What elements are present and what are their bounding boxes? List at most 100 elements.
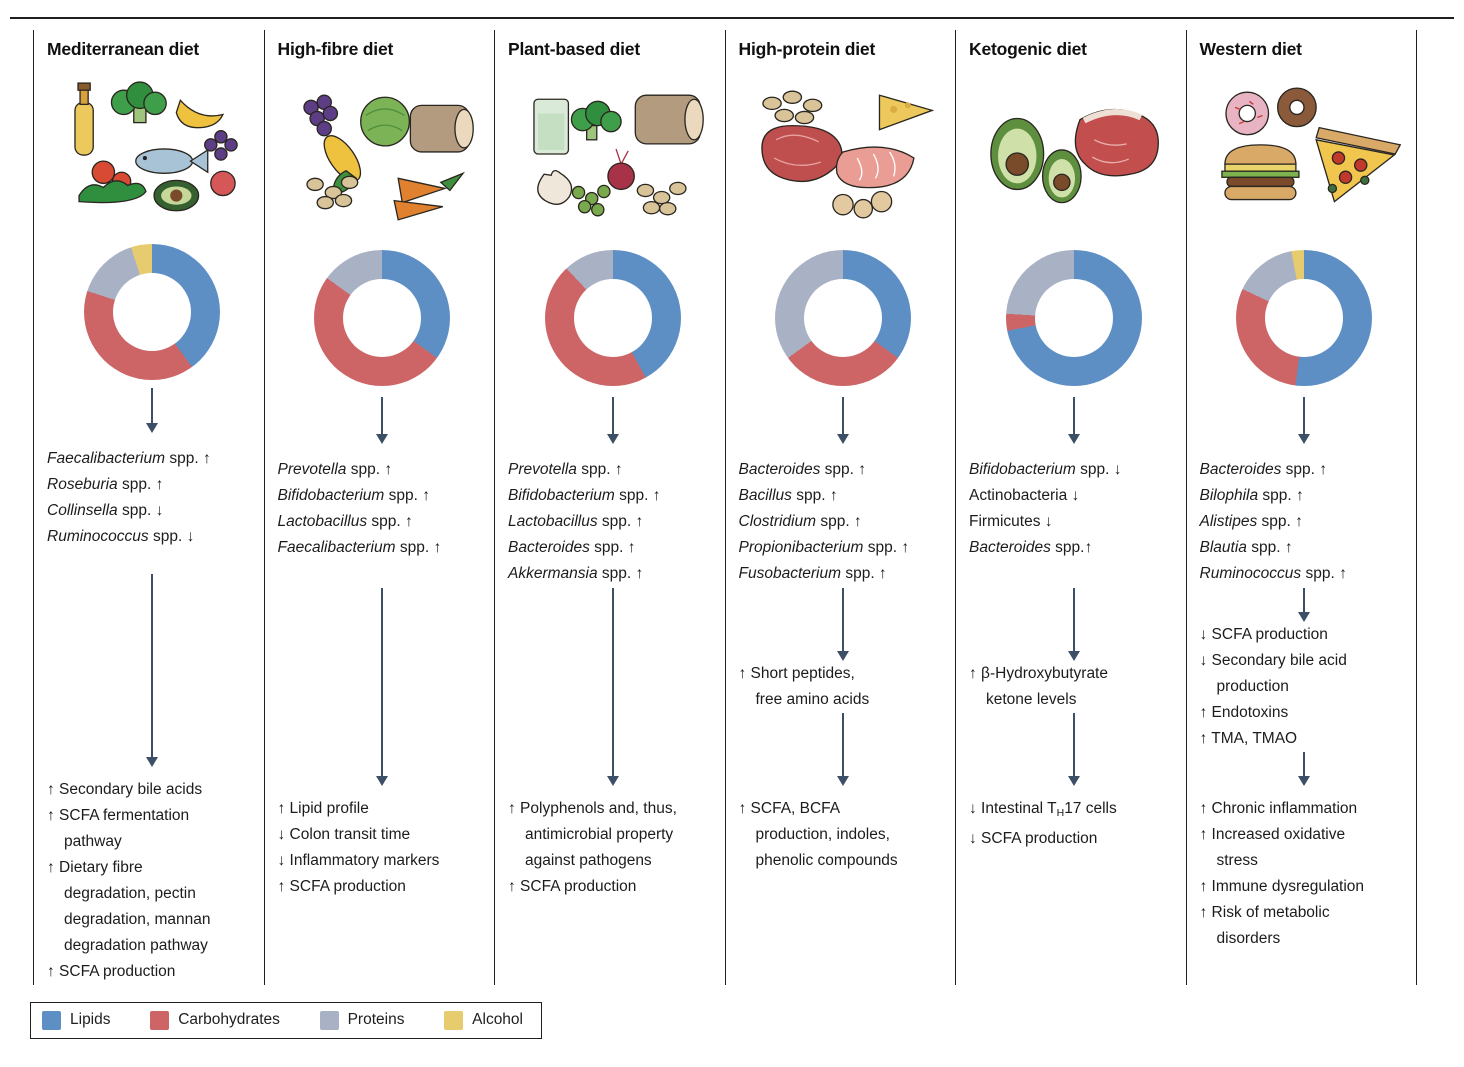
legend-item-alcohol: Alcohol [444, 1010, 523, 1030]
garlic-icon [536, 169, 572, 205]
seeds-icon [636, 181, 687, 216]
list-item: ↑ SCFA production [508, 877, 637, 895]
pizza-icon [1315, 126, 1402, 203]
list-item: ↑ Risk of metabolic disorders [1199, 903, 1330, 947]
food-art [533, 94, 704, 217]
donut-icon [1225, 91, 1270, 135]
food-illustration-plant-based [508, 74, 718, 236]
diet-columns: Mediterranean diet Faecalibacterium spp.… [33, 29, 1417, 985]
nuts-icon [306, 175, 359, 209]
effects-list: ↑ Chronic inflammation ↑ Increased oxidat… [1200, 786, 1410, 952]
arrow-down-icon [508, 587, 718, 786]
food-art [1221, 87, 1402, 203]
steak-icon [761, 124, 843, 182]
list-item: Bacteroides spp. ↑ [1199, 460, 1328, 478]
arrow-down-icon [47, 387, 257, 434]
list-item: ↑ Short peptides, free amino acids [738, 664, 870, 708]
list-item: Bacteroides spp.↑ [969, 538, 1093, 556]
list-item: Propionibacterium spp. ↑ [738, 538, 910, 556]
fish-icon [134, 147, 209, 174]
legend-item-carbohydrates: Carbohydrates [150, 1010, 280, 1030]
burger-icon [1221, 143, 1300, 200]
legend-swatch-alcohol [444, 1010, 464, 1030]
macronutrient-donut-chart [775, 249, 912, 386]
salmon-icon [836, 146, 915, 188]
column-high-protein: High-protein diet Bacteroides spp. ↑ Baci… [724, 29, 956, 985]
diet-title: Plant-based diet [508, 38, 640, 59]
list-item: Alistipes spp. ↑ [1199, 512, 1303, 530]
column-high-fibre: High-fibre diet Prevotella spp. ↑ Bifidob… [263, 29, 495, 985]
salad-greens-icon [78, 179, 147, 203]
donut-hole [343, 278, 422, 357]
top-rule [10, 17, 1454, 19]
broccoli-icon [110, 81, 167, 123]
column-mediterranean: Mediterranean diet Faecalibacterium spp.… [33, 29, 264, 985]
effects-list: ↑ Secondary bile acids ↑ SCFA fermentatio… [47, 767, 257, 985]
list-item: ↑ SCFA production [47, 962, 176, 980]
list-item: ↑ Increased oxidative stress [1199, 825, 1346, 869]
donut-hole [112, 273, 191, 352]
grapes-icon [203, 129, 238, 161]
bacteria-list: Bifidobacterium spp. ↓ Actinobacteria ↓ Fi… [969, 448, 1179, 588]
bread-icon [634, 94, 704, 145]
list-item: Blautia spp. ↑ [1199, 538, 1293, 556]
steak-icon [1074, 108, 1159, 177]
food-illustration-ketogenic [969, 74, 1179, 236]
macronutrient-donut-chart [1005, 249, 1142, 386]
arrow-down-icon [739, 396, 949, 444]
list-item: Roseburia spp. ↑ [47, 476, 164, 494]
list-item: Bacillus spp. ↑ [738, 486, 838, 504]
list-item: ↑ β-Hydroxybutyrate ketone levels [969, 664, 1108, 708]
list-item: ↑ SCFA production [277, 877, 406, 895]
arrow-down-icon [1200, 396, 1410, 444]
list-item: ↑ SCFA, BCFA production, indoles, phenolic… [738, 799, 898, 869]
food-art [761, 90, 935, 219]
effects-list: ↓ Intestinal TH17 cells ↓ SCFA production [969, 786, 1179, 852]
list-item: Prevotella spp. ↑ [508, 460, 623, 478]
legend-swatch-carbohydrates [150, 1010, 170, 1030]
list-item: Faecalibacterium spp. ↑ [277, 538, 442, 556]
list-item: ↑ Polyphenols and, thus, antimicrobial pr… [508, 799, 677, 869]
macronutrient-donut-chart [544, 249, 681, 386]
cabbage-icon [360, 96, 411, 147]
list-item: Bifidobacterium spp. ↑ [277, 486, 431, 504]
list-item: Ruminococcus spp. ↑ [1199, 564, 1347, 582]
arrow-down-icon [508, 396, 718, 444]
legend-label: Proteins [347, 1011, 405, 1029]
bacteria-list: Prevotella spp. ↑ Bifidobacterium spp. ↑ L… [508, 448, 718, 588]
list-item: ↑ Secondary bile acids [47, 780, 203, 798]
list-item: Fusobacterium spp. ↑ [738, 564, 887, 582]
list-item: ↑ Immune dysregulation [1199, 877, 1365, 895]
beetroot-icon [607, 148, 635, 190]
bacteria-list: Faecalibacterium spp. ↑ Roseburia spp. ↑ C… [47, 437, 257, 574]
list-item: Bacteroides spp. ↑ [508, 538, 636, 556]
list-item: Bacteroides spp. ↑ [738, 460, 867, 478]
cheese-icon [879, 93, 935, 131]
food-illustration-western [1200, 74, 1410, 236]
arrow-down-icon [739, 712, 949, 786]
list-item: Firmicutes ↓ [969, 512, 1053, 530]
list-item: ↑ SCFA fermentation pathway [47, 806, 190, 850]
effects-list: ↑ SCFA, BCFA production, indoles, phenolic… [739, 786, 949, 874]
list-item: ↑ Lipid profile [277, 799, 369, 817]
column-western: Western diet Bacteroides spp. ↑ Bilophila… [1185, 29, 1417, 985]
list-item: Collinsella spp. ↓ [47, 502, 164, 520]
food-illustration-high-fibre [278, 74, 488, 236]
list-item: ↓ SCFA production [969, 829, 1098, 847]
donut-hole [804, 278, 883, 357]
list-item: Prevotella spp. ↑ [277, 460, 393, 478]
list-item: Actinobacteria ↓ [969, 486, 1080, 504]
food-art [74, 81, 238, 212]
list-item: Lactobacillus spp. ↑ [508, 512, 644, 530]
macronutrient-donut-chart [83, 244, 220, 381]
food-illustration-high-protein [739, 74, 949, 236]
list-item: ↓ Inflammatory markers [277, 851, 440, 869]
food-art [989, 108, 1159, 203]
diet-title: Mediterranean diet [47, 38, 199, 59]
arrow-down-icon [278, 587, 488, 786]
metabolite-list: ↓ SCFA production ↓ Secondary bile acid pr… [1200, 622, 1410, 752]
diet-title: High-fibre diet [277, 38, 394, 59]
diet-title: Western diet [1199, 38, 1303, 59]
avocado-icon [989, 117, 1045, 190]
food-illustration-mediterranean [47, 73, 257, 231]
